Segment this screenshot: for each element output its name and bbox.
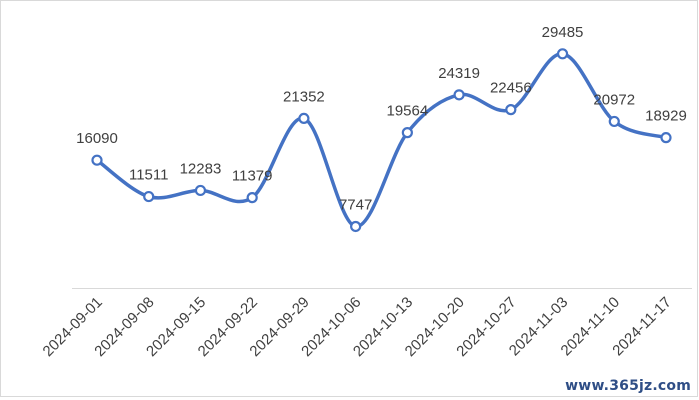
data-label-5: 21352 [283,88,325,105]
data-label-2: 11511 [129,167,169,184]
data-point-7 [401,127,413,139]
data-label-4: 11379 [232,168,273,185]
data-point-4 [246,192,258,204]
watermark-text: www.365jz.com [565,378,691,394]
data-point-1 [91,154,103,166]
data-label-6: 7747 [339,196,372,213]
data-point-5 [298,112,310,125]
data-label-12: 18929 [645,108,687,125]
data-label-10: 29485 [542,24,584,41]
data-point-9 [505,104,517,116]
data-point-10 [556,48,569,60]
data-point-11 [608,115,620,128]
data-point-8 [453,89,465,101]
data-point-6 [350,220,362,233]
data-label-8: 24319 [438,65,480,82]
markers-group [91,48,672,233]
data-label-11: 20972 [593,91,635,108]
data-point-3 [194,184,207,197]
data-label-7: 19564 [387,103,429,120]
data-label-9: 22456 [490,80,532,97]
data-point-2 [143,190,155,203]
data-label-3: 12283 [180,160,222,177]
data-labels-group: 16090 11511 12283 11379 21352 7747 19564 24319 2… [76,24,687,214]
data-point-12 [660,132,672,144]
data-label-1: 16090 [76,130,118,147]
